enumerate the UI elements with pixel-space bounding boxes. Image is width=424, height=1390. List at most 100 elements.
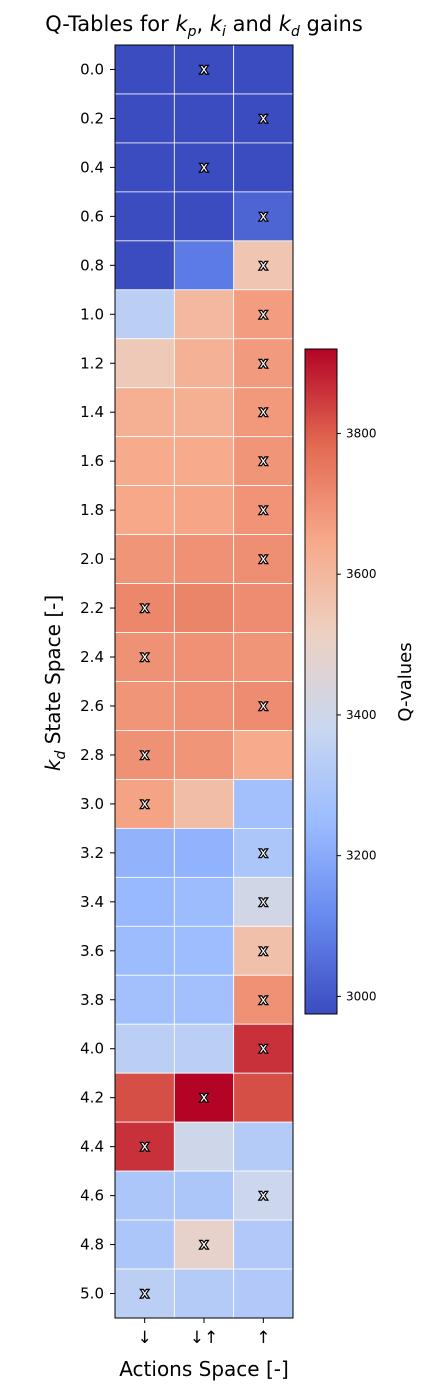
best-action-marker: x (141, 748, 149, 763)
heatmap-cell (173, 681, 235, 731)
colorbar-label: Q-values (395, 642, 416, 721)
best-action-marker: x (259, 307, 267, 322)
y-tick-label: 2.4 (80, 648, 104, 666)
best-action-marker: x (259, 552, 267, 567)
best-action-marker: x (259, 454, 267, 469)
x-tick-label: ↓↑ (190, 1328, 219, 1348)
y-tick-label: 3.6 (80, 942, 104, 960)
heatmap-cell (173, 925, 235, 976)
y-tick-label: 2.8 (80, 746, 104, 764)
best-action-marker: x (259, 846, 267, 861)
colorbar (304, 348, 338, 1015)
best-action-marker: x (259, 258, 267, 273)
y-tick-label: 3.4 (80, 893, 104, 911)
heatmap-cell (114, 876, 175, 927)
best-action-markers: x x x x x x x x x x x x x x x x x x x x x x x x x x (140, 61, 269, 1302)
heatmap-cell (173, 827, 235, 878)
heatmap-cell (233, 632, 294, 682)
best-action-marker: x (200, 1238, 208, 1253)
chart-title: Q-Tables for kp, ki and kd gains (45, 12, 363, 40)
y-tick-label: 3.0 (80, 795, 104, 813)
best-action-marker: x (259, 944, 267, 959)
heatmap-cell (114, 93, 175, 144)
colorbar-tick-label: 3000 (346, 989, 377, 1003)
y-tick-label: 1.6 (80, 452, 104, 470)
heatmap-cell (173, 730, 235, 780)
heatmap-cell (173, 191, 235, 242)
heatmap-cell (173, 1268, 235, 1319)
heatmap-cell (173, 1219, 235, 1270)
colorbar-ticks: 3000 3200 3400 3600 3800 (337, 426, 377, 1003)
colorbar-tick-label: 3200 (346, 849, 377, 863)
heatmap-cell (173, 1170, 235, 1221)
heatmap-cell (114, 827, 175, 878)
heatmap-cell (173, 583, 235, 633)
y-tick-label: 0.2 (80, 109, 104, 127)
heatmap-cell (173, 632, 235, 682)
heatmap-cell (114, 436, 175, 487)
heatmap-cell (233, 730, 294, 780)
heatmap-cell (173, 1023, 235, 1074)
heatmap-cell (173, 338, 235, 389)
heatmap-cell (233, 876, 294, 927)
heatmap-cell (173, 1072, 235, 1123)
heatmap-cell (173, 240, 235, 291)
heatmap-cell (114, 925, 175, 976)
heatmap-cell (173, 1121, 235, 1172)
x-tick-label: ↓ (138, 1328, 152, 1348)
y-tick-label: 4.6 (80, 1187, 104, 1205)
heatmap-cell (114, 681, 175, 731)
colorbar-tick-label: 3600 (346, 567, 377, 581)
heatmap-cell (233, 44, 294, 95)
heatmap-cell (233, 191, 294, 242)
y-tick-label: 1.8 (80, 501, 104, 519)
heatmap-cells (114, 44, 294, 1319)
heatmap-cell (173, 44, 235, 95)
colorbar-tick-label: 3800 (346, 426, 377, 440)
y-tick-label: 3.8 (80, 991, 104, 1009)
heatmap-cell (173, 974, 235, 1025)
y-tick-label: 0.6 (80, 207, 104, 225)
best-action-marker: x (259, 111, 267, 126)
y-tick-label: 3.2 (80, 844, 104, 862)
heatmap-cell (114, 485, 175, 536)
y-tick-label: 2.0 (80, 550, 104, 568)
y-tick-label: 0.4 (80, 158, 104, 176)
heatmap-cell (114, 1121, 175, 1172)
heatmap-cell (233, 1023, 294, 1074)
heatmap-cell (233, 1268, 294, 1319)
heatmap-cell (173, 485, 235, 536)
heatmap-cell (114, 240, 175, 291)
heatmap-cell (173, 142, 235, 193)
y-tick-label: 4.0 (80, 1040, 104, 1058)
heatmap-cell (114, 583, 175, 633)
heatmap-cell (114, 289, 175, 340)
best-action-marker: x (259, 356, 267, 371)
heatmap-cell (233, 387, 294, 438)
best-action-marker: x (141, 1140, 149, 1155)
best-action-marker: x (259, 895, 267, 910)
heatmap-cell (233, 827, 294, 878)
heatmap-cell (233, 925, 294, 976)
heatmap-cell (173, 779, 235, 829)
heatmap-cell (114, 1072, 175, 1123)
best-action-marker: x (259, 699, 267, 714)
best-action-marker: x (141, 1287, 149, 1302)
heatmap-cell (233, 583, 294, 633)
heatmap-cell (114, 974, 175, 1025)
y-tick-label: 5.0 (80, 1285, 104, 1303)
x-axis-ticks: ↓ ↓↑ ↑ (138, 1318, 270, 1348)
y-tick-label: 2.2 (80, 599, 104, 617)
heatmap-cell (233, 289, 294, 340)
y-tick-label: 0.0 (80, 60, 104, 78)
best-action-marker: x (259, 405, 267, 420)
best-action-marker: x (141, 601, 149, 616)
best-action-marker: x (141, 650, 149, 665)
heatmap-cell (233, 1121, 294, 1172)
heatmap-cell (173, 876, 235, 927)
best-action-marker: x (259, 503, 267, 518)
heatmap-cell (233, 485, 294, 536)
y-tick-label: 4.4 (80, 1138, 104, 1156)
y-tick-label: 1.4 (80, 403, 104, 421)
